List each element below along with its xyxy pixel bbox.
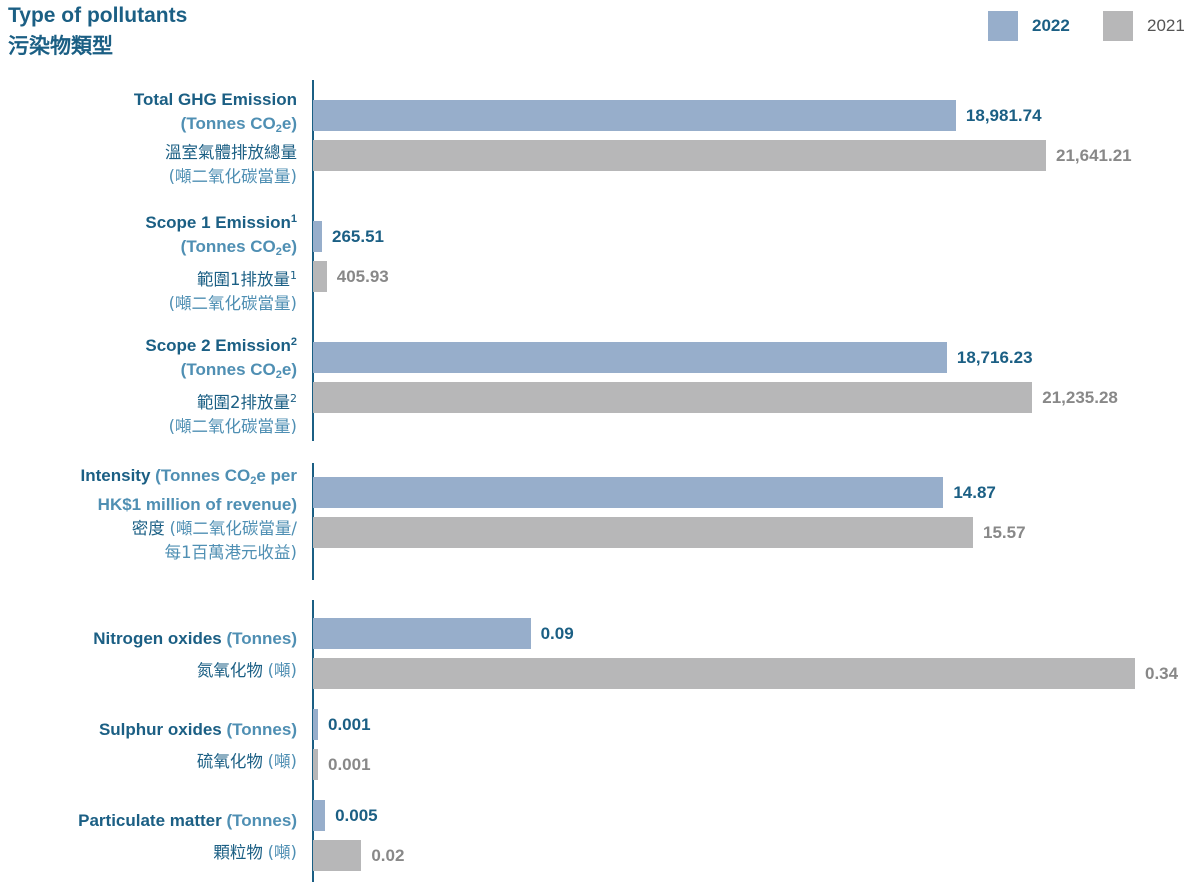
label-zh: 顆粒物 (噸): [213, 843, 297, 862]
label-en-unit: (Tonnes CO2e): [180, 237, 297, 258]
bar-intensity-2021: [313, 517, 973, 548]
value-label-scope2-2022: 18,716.23: [956, 348, 1033, 367]
label-en-unit-cont: HK$1 million of revenue): [97, 495, 297, 514]
chart-title-en: Type of pollutants: [8, 4, 188, 27]
label-zh: 範圍2排放量2: [197, 392, 297, 412]
bar-sox-2021: [313, 749, 318, 780]
chart-title-zh: 污染物類型: [8, 34, 113, 58]
category-label-scope2: Scope 2 Emission2 (Tonnes CO2e) 範圍2排放量2 …: [145, 330, 297, 439]
label-en-unit: (Tonnes CO2e): [180, 114, 297, 135]
bar-nox-2022: [313, 618, 531, 649]
label-en: Scope 2 Emission2: [145, 336, 297, 355]
value-label-nox-2022: 0.09: [540, 624, 574, 643]
bar-sox-2022: [313, 709, 318, 740]
axis-line-ghg: [312, 80, 314, 441]
bar-scope1-2022: [313, 221, 322, 252]
value-label-pm-2022: 0.005: [335, 806, 378, 825]
legend-swatch-2022: [988, 11, 1018, 41]
legend-item-2021: 2021: [1103, 10, 1185, 42]
label-en: Particulate matter (Tonnes): [78, 811, 297, 830]
label-zh: 硫氧化物 (噸): [196, 752, 297, 771]
label-en: Intensity (Tonnes CO2e per: [80, 466, 297, 487]
value-label-intensity-2021: 15.57: [983, 523, 1026, 542]
label-zh-unit: (噸二氧化碳當量): [168, 167, 297, 186]
bar-pm-2022: [313, 800, 326, 831]
label-en: Scope 1 Emission1: [145, 213, 297, 232]
label-zh: 溫室氣體排放總量: [165, 143, 297, 162]
legend-item-2022: 2022: [988, 10, 1070, 42]
category-label-intensity: Intensity (Tonnes CO2e per HK$1 million …: [81, 464, 297, 565]
label-en: Nitrogen oxides (Tonnes): [93, 629, 297, 648]
value-label-total-ghg-2021: 21,641.21: [1056, 146, 1132, 165]
bar-total-ghg-2022: [313, 100, 956, 131]
label-zh-unit: (噸二氧化碳當量): [168, 294, 297, 313]
value-label-pm-2021: 0.02: [371, 846, 405, 865]
bar-scope2-2021: [313, 382, 1033, 413]
value-label-intensity-2022: 14.87: [953, 483, 996, 502]
category-label-nox: Nitrogen oxides (Tonnes) 氮氧化物 (噸): [93, 627, 297, 683]
value-label-nox-2021: 0.34: [1145, 664, 1179, 683]
value-label-scope1-2022: 265.51: [331, 227, 384, 246]
bar-total-ghg-2021: [313, 140, 1046, 171]
label-zh: 氮氧化物 (噸): [196, 661, 297, 680]
category-label-total-ghg: Total GHG Emission (Tonnes CO2e) 溫室氣體排放總…: [134, 88, 297, 189]
bar-pm-2021: [313, 840, 362, 871]
bar-nox-2021: [313, 658, 1135, 689]
label-en: Sulphur oxides (Tonnes): [98, 720, 297, 739]
value-label-sox-2021: 0.001: [328, 755, 371, 774]
label-en: Total GHG Emission: [133, 90, 297, 109]
category-label-pm: Particulate matter (Tonnes) 顆粒物 (噸): [78, 809, 297, 865]
label-zh-unit-cont: 每1百萬港元收益): [164, 543, 297, 562]
legend-swatch-2021: [1103, 11, 1133, 41]
label-zh: 密度 (噸二氧化碳當量/: [131, 519, 297, 538]
value-label-total-ghg-2022: 18,981.74: [965, 106, 1042, 125]
bar-scope1-2021: [313, 261, 327, 292]
value-label-scope2-2021: 21,235.28: [1042, 388, 1118, 407]
legend-label-2022: 2022: [1032, 16, 1070, 35]
label-zh: 範圍1排放量1: [197, 269, 297, 289]
bar-scope2-2022: [313, 342, 947, 373]
axis-line-pollutants: [312, 600, 314, 882]
bar-intensity-2022: [313, 477, 944, 508]
label-zh-unit: (噸二氧化碳當量): [168, 417, 297, 436]
category-label-sox: Sulphur oxides (Tonnes) 硫氧化物 (噸): [99, 718, 297, 774]
value-label-sox-2022: 0.001: [328, 715, 371, 734]
value-label-scope1-2021: 405.93: [336, 267, 389, 286]
category-label-scope1: Scope 1 Emission1 (Tonnes CO2e) 範圍1排放量1 …: [145, 207, 297, 316]
label-en-unit: (Tonnes CO2e): [180, 360, 297, 381]
legend-label-2021: 2021: [1147, 16, 1185, 35]
